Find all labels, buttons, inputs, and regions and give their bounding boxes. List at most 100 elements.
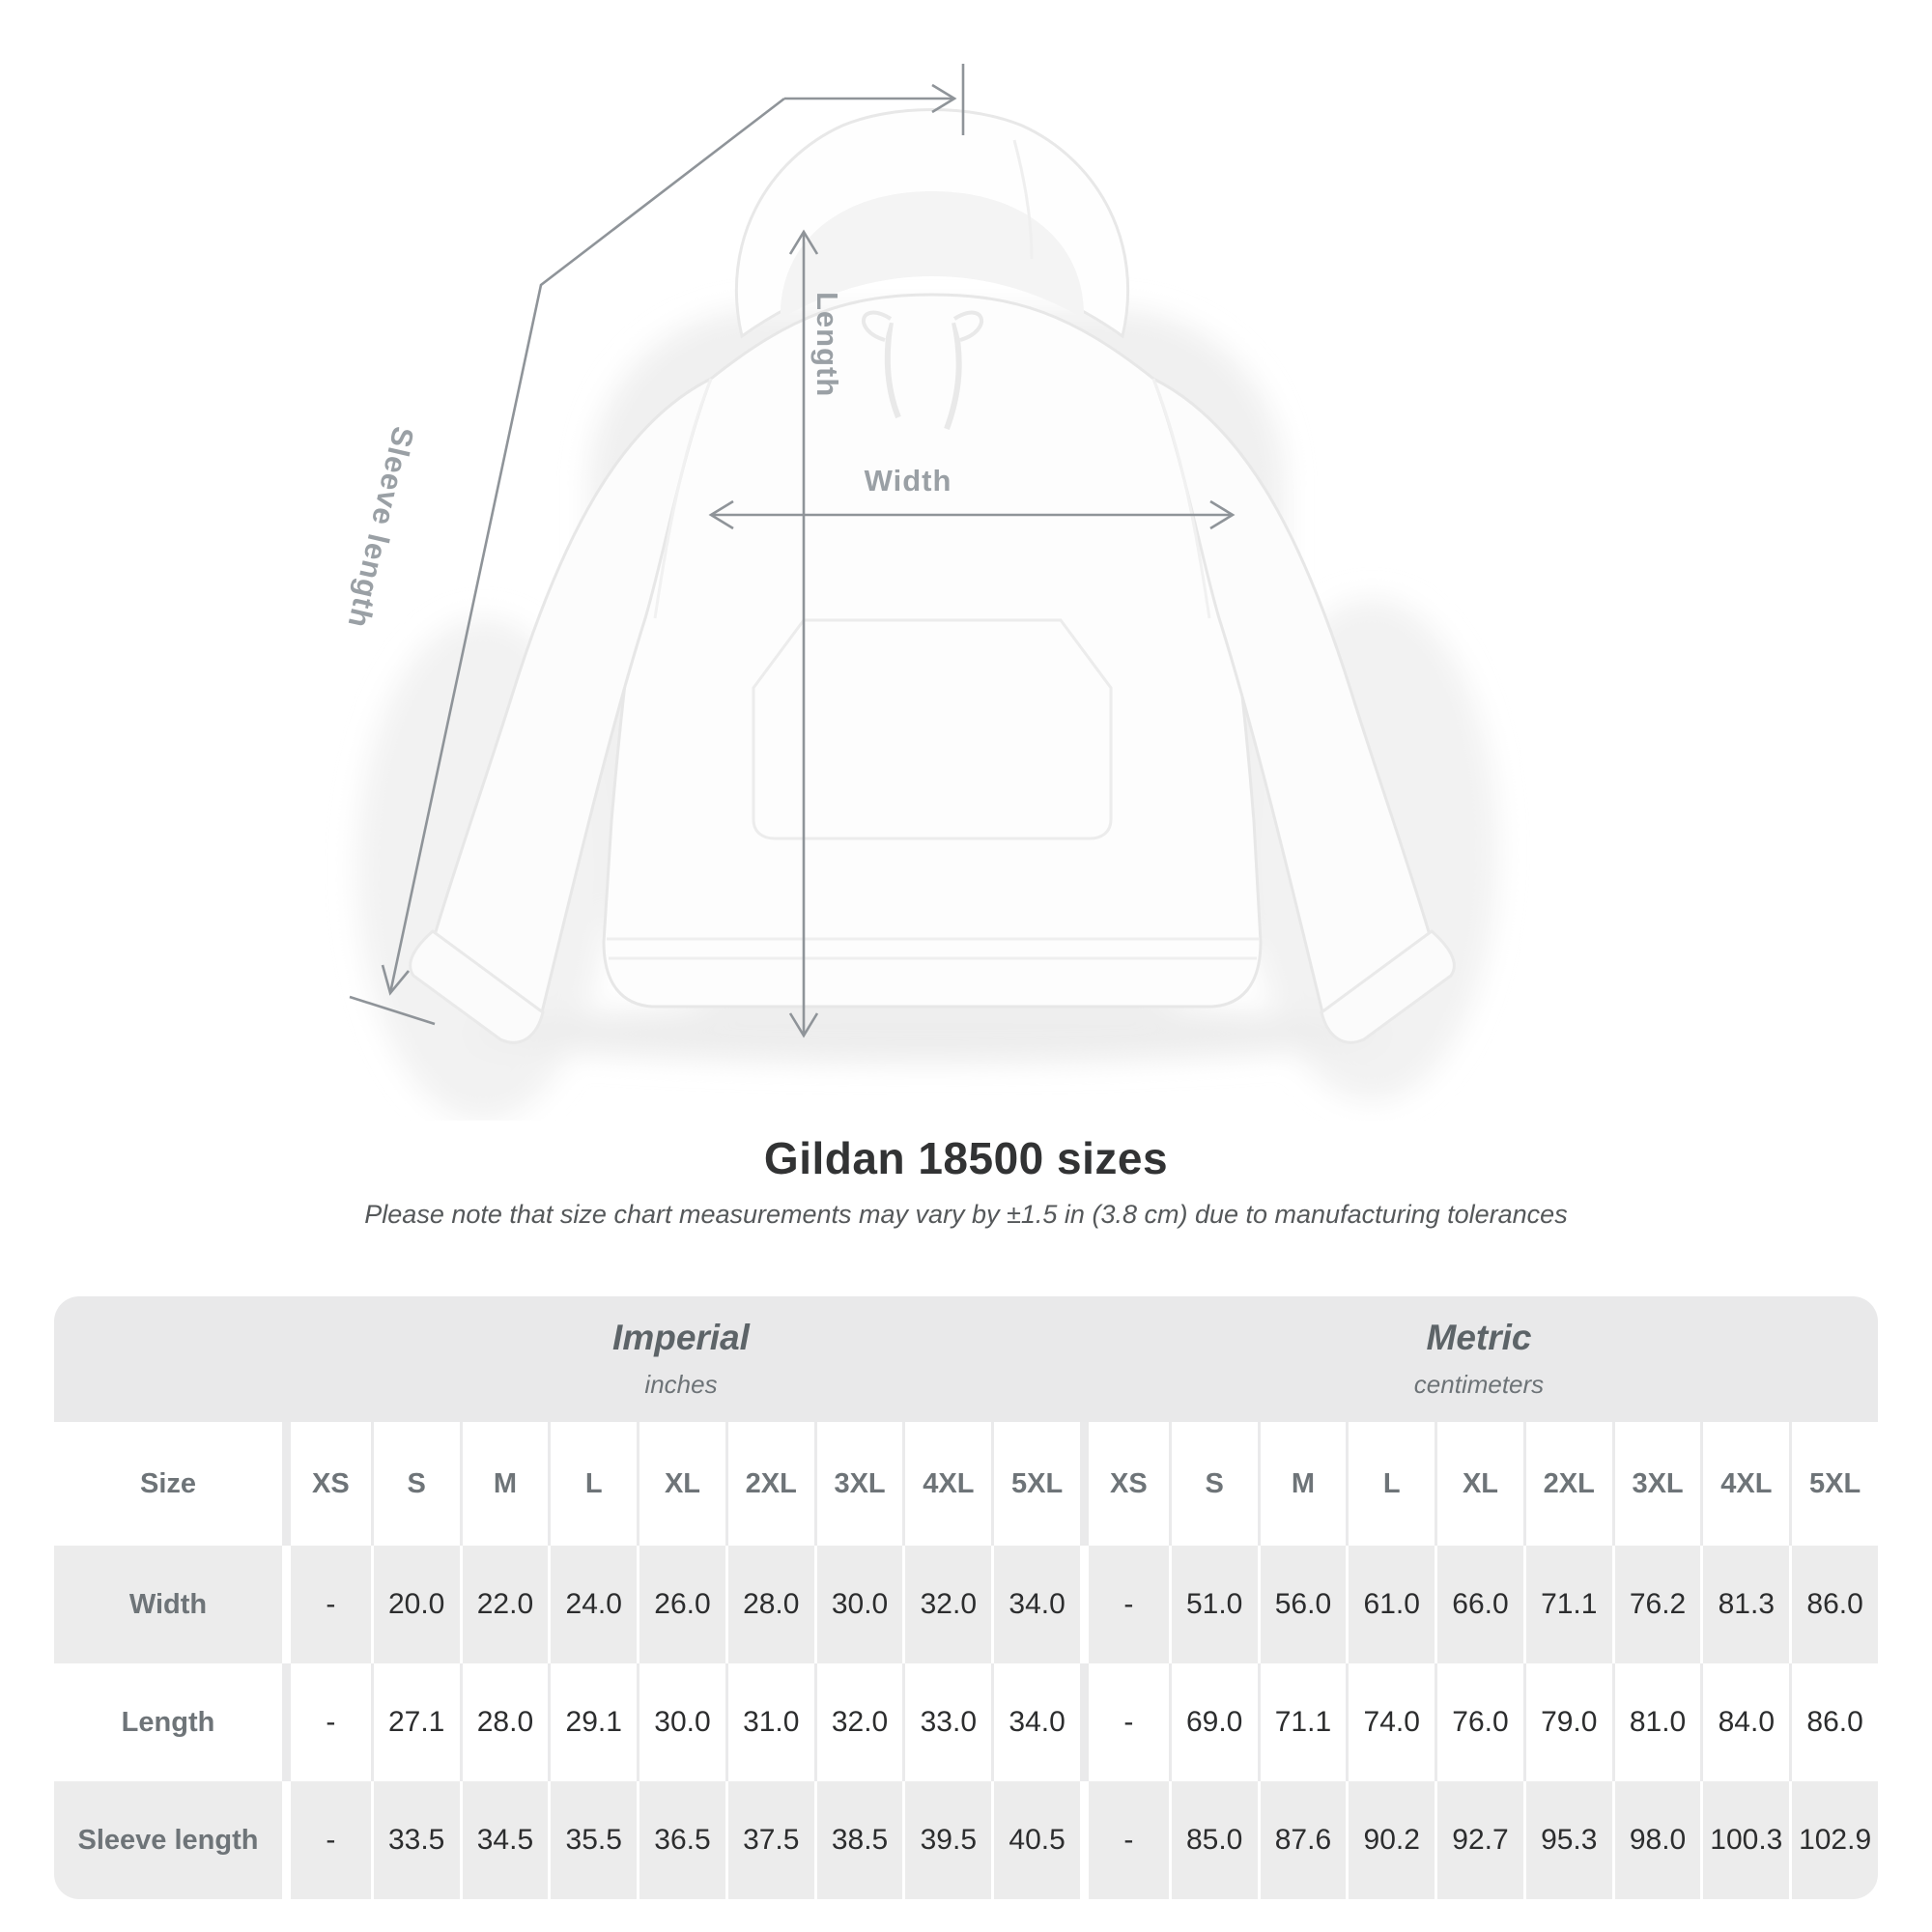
size-header: XL bbox=[637, 1422, 725, 1546]
measurement-cell: 32.0 bbox=[902, 1546, 991, 1663]
table-row-length: Length - 27.1 28.0 29.1 30.0 31.0 32.0 3… bbox=[54, 1663, 1878, 1781]
measurement-cell: 81.0 bbox=[1611, 1663, 1701, 1781]
width-measure-line bbox=[708, 499, 1236, 530]
table-row-sleeve-length: Sleeve length - 33.5 34.5 35.5 36.5 37.5… bbox=[54, 1781, 1878, 1899]
measurement-cell: 30.0 bbox=[813, 1546, 903, 1663]
measurement-cell: 34.0 bbox=[991, 1663, 1080, 1781]
measurement-cell: 98.0 bbox=[1611, 1781, 1701, 1899]
measurement-cell: 30.0 bbox=[637, 1663, 725, 1781]
measurement-cell: 51.0 bbox=[1168, 1546, 1258, 1663]
measurement-cell: 33.0 bbox=[902, 1663, 991, 1781]
measurement-cell: 38.5 bbox=[813, 1781, 903, 1899]
measurement-cell: - bbox=[282, 1546, 371, 1663]
size-header: XS bbox=[282, 1422, 371, 1546]
measurement-cell: - bbox=[1080, 1663, 1169, 1781]
row-label: Length bbox=[121, 1706, 215, 1738]
length-label: Length bbox=[810, 292, 844, 397]
hoodie-drawstring-bow bbox=[862, 310, 983, 342]
unit-band: Imperial inches Metric centimeters bbox=[54, 1296, 1878, 1422]
size-header: S bbox=[1168, 1422, 1258, 1546]
size-header: XS bbox=[1080, 1422, 1169, 1546]
measurement-cell: 87.6 bbox=[1257, 1781, 1347, 1899]
measurement-cell: 22.0 bbox=[459, 1546, 549, 1663]
measurement-cell: 40.5 bbox=[991, 1781, 1080, 1899]
tolerance-note: Please note that size chart measurements… bbox=[364, 1200, 1568, 1229]
measurement-cell: 56.0 bbox=[1257, 1546, 1347, 1663]
measurement-cell: - bbox=[282, 1663, 371, 1781]
hoodie-hood-opening bbox=[780, 191, 1085, 319]
size-header: 4XL bbox=[902, 1422, 991, 1546]
imperial-title: Imperial bbox=[612, 1318, 750, 1357]
measurement-cell: 71.1 bbox=[1522, 1546, 1612, 1663]
measurement-cell: 76.2 bbox=[1611, 1546, 1701, 1663]
page-title: Gildan 18500 sizes bbox=[763, 1133, 1169, 1183]
imperial-unit: inches bbox=[644, 1370, 718, 1399]
measurement-cell: 81.3 bbox=[1700, 1546, 1789, 1663]
table-row-width: Width - 20.0 22.0 24.0 26.0 28.0 30.0 32… bbox=[54, 1546, 1878, 1663]
hoodie-drawstring-right bbox=[944, 322, 962, 431]
size-header: S bbox=[370, 1422, 460, 1546]
measurement-cell: 20.0 bbox=[370, 1546, 460, 1663]
measurement-cell: 34.0 bbox=[991, 1546, 1080, 1663]
measurement-cell: 100.3 bbox=[1700, 1781, 1789, 1899]
size-header: 3XL bbox=[813, 1422, 903, 1546]
size-header: XL bbox=[1435, 1422, 1523, 1546]
size-header: L bbox=[548, 1422, 637, 1546]
row-label: Width bbox=[128, 1588, 208, 1620]
measurement-cell: 86.0 bbox=[1789, 1663, 1878, 1781]
hoodie-hem-seam bbox=[607, 937, 1259, 960]
measurement-cell: 86.0 bbox=[1789, 1546, 1878, 1663]
measurement-cell: 92.7 bbox=[1435, 1781, 1523, 1899]
hoodie-left-cuff bbox=[409, 929, 545, 1044]
measurement-cell: 85.0 bbox=[1168, 1781, 1258, 1899]
measurement-cell: - bbox=[1080, 1781, 1169, 1899]
metric-unit: centimeters bbox=[1413, 1370, 1545, 1399]
hoodie-measurement-diagram: Length Width Sleeve length bbox=[341, 64, 1497, 1121]
measurement-cell: 35.5 bbox=[548, 1781, 637, 1899]
measurement-cell: 29.1 bbox=[548, 1663, 637, 1781]
measurement-cell: - bbox=[1080, 1546, 1169, 1663]
hoodie-drawstring-left bbox=[884, 322, 901, 419]
measurement-cell: 36.5 bbox=[637, 1781, 725, 1899]
imperial-group-header: Imperial inches bbox=[282, 1296, 1080, 1422]
hoodie-shoulder-seams bbox=[653, 378, 1211, 619]
size-header: M bbox=[1257, 1422, 1347, 1546]
row-label: Sleeve length bbox=[77, 1824, 259, 1856]
size-header: 2XL bbox=[1522, 1422, 1612, 1546]
hoodie-right-cuff bbox=[1320, 929, 1456, 1044]
measurement-cell: 26.0 bbox=[637, 1546, 725, 1663]
width-label: Width bbox=[865, 464, 952, 497]
hoodie-pocket bbox=[752, 618, 1113, 840]
size-column-header: Size bbox=[139, 1467, 197, 1499]
length-measure-line bbox=[788, 229, 819, 1038]
size-header: M bbox=[459, 1422, 549, 1546]
hoodie-hood-seam bbox=[1012, 139, 1034, 260]
measurement-cell: 95.3 bbox=[1522, 1781, 1612, 1899]
measurement-cell: 33.5 bbox=[370, 1781, 460, 1899]
size-header: 3XL bbox=[1611, 1422, 1701, 1546]
sleeve-length-label: Sleeve length bbox=[341, 423, 420, 631]
measurement-cell: 34.5 bbox=[459, 1781, 549, 1899]
measurement-lines bbox=[349, 64, 1236, 1038]
sleeve-measure-line bbox=[349, 64, 965, 1026]
size-header-row: Size XS S M L XL 2XL 3XL 4XL 5XL XS S M … bbox=[54, 1422, 1878, 1546]
metric-group-header: Metric centimeters bbox=[1080, 1296, 1878, 1422]
measurement-cell: 31.0 bbox=[724, 1663, 814, 1781]
size-header: L bbox=[1346, 1422, 1435, 1546]
size-header: 4XL bbox=[1700, 1422, 1789, 1546]
measurement-cell: 66.0 bbox=[1435, 1546, 1523, 1663]
measurement-cell: 102.9 bbox=[1789, 1781, 1878, 1899]
size-header: 5XL bbox=[1789, 1422, 1878, 1546]
measurement-cell: 71.1 bbox=[1257, 1663, 1347, 1781]
measurement-cell: 39.5 bbox=[902, 1781, 991, 1899]
measurement-cell: 37.5 bbox=[724, 1781, 814, 1899]
measurement-cell: 76.0 bbox=[1435, 1663, 1523, 1781]
measurement-cell: 28.0 bbox=[724, 1546, 814, 1663]
measurement-cell: - bbox=[282, 1781, 371, 1899]
size-header: 5XL bbox=[991, 1422, 1080, 1546]
measurement-cell: 90.2 bbox=[1346, 1781, 1435, 1899]
measurement-cell: 32.0 bbox=[813, 1663, 903, 1781]
measurement-cell: 27.1 bbox=[370, 1663, 460, 1781]
measurement-cell: 61.0 bbox=[1346, 1546, 1435, 1663]
